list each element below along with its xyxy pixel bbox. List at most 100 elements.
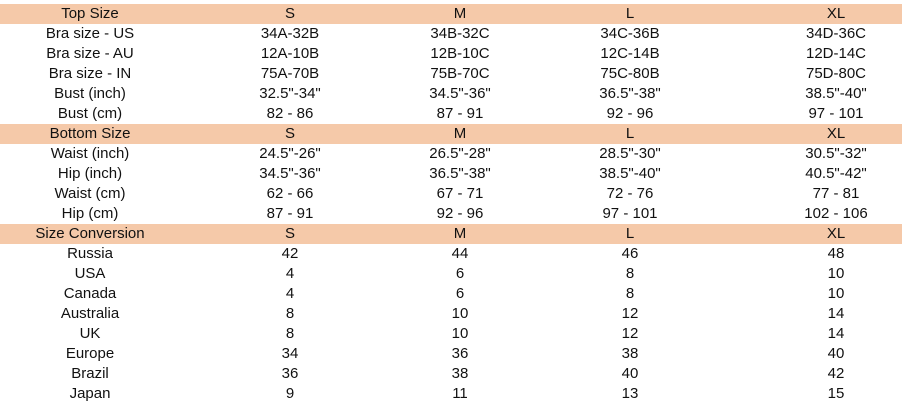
row-label: Brazil xyxy=(71,365,109,382)
table-cell: 75A-70B xyxy=(260,65,320,82)
row-label: Europe xyxy=(65,345,115,362)
table-cell: 38 xyxy=(621,345,639,362)
size-column-header: L xyxy=(625,225,635,242)
section-title: Top Size xyxy=(61,5,119,22)
table-cell: 4 xyxy=(285,265,295,282)
table-cell: 14 xyxy=(827,305,845,322)
table-cell: 34.5"-36" xyxy=(429,85,491,102)
table-cell: 34A-32B xyxy=(260,25,320,42)
table-cell: 40.5"-42" xyxy=(805,165,867,182)
row-label: UK xyxy=(79,325,101,342)
size-column-header: L xyxy=(625,5,635,22)
table-cell: 38.5"-40" xyxy=(805,85,867,102)
section-header-row: Size Conversion S M L XL xyxy=(0,224,902,244)
table-cell: 8 xyxy=(625,265,635,282)
table-cell: 8 xyxy=(285,325,295,342)
row-label: Waist (inch) xyxy=(50,145,130,162)
table-cell: 36 xyxy=(281,365,299,382)
table-row: USA 4 6 8 10 xyxy=(0,264,902,284)
section-title: Bottom Size xyxy=(49,125,131,142)
section-header-row: Top Size S M L XL xyxy=(0,4,902,24)
table-cell: 38.5"-40" xyxy=(599,165,661,182)
table-row: Waist (cm) 62 - 66 67 - 71 72 - 76 77 - 81 xyxy=(0,184,902,204)
table-row: Bra size - IN 75A-70B 75B-70C 75C-80B 75D-80… xyxy=(0,64,902,84)
table-cell: 4 xyxy=(285,285,295,302)
table-cell: 34.5"-36" xyxy=(259,165,321,182)
table-cell: 12A-10B xyxy=(260,45,320,62)
table-cell: 10 xyxy=(827,265,845,282)
table-row: Russia 42 44 46 48 xyxy=(0,244,902,264)
table-cell: 77 - 81 xyxy=(812,185,860,202)
table-row: Japan 9 11 13 15 xyxy=(0,384,902,404)
table-row: Bust (cm) 82 - 86 87 - 91 92 - 96 97 - 101 xyxy=(0,104,902,124)
size-column-header: S xyxy=(284,5,295,22)
size-column-header: XL xyxy=(826,5,846,22)
table-row: Bra size - US 34A-32B 34B-32C 34C-36B 34D-36… xyxy=(0,24,902,44)
size-column-header: M xyxy=(453,125,467,142)
table-cell: 42 xyxy=(827,365,845,382)
size-chart-table: Top Size S M L XL Bra size - US 34A-32B 34B-32C… xyxy=(0,4,902,404)
table-cell: 34D-36C xyxy=(805,25,867,42)
table-cell: 87 - 91 xyxy=(436,105,484,122)
table-row: UK 8 10 12 14 xyxy=(0,324,902,344)
table-cell: 12D-14C xyxy=(805,45,867,62)
row-label: Bra size - AU xyxy=(46,45,134,62)
row-label: Australia xyxy=(60,305,120,322)
row-label: USA xyxy=(74,265,106,282)
table-cell: 97 - 101 xyxy=(602,205,658,222)
table-cell: 40 xyxy=(621,365,639,382)
table-cell: 87 - 91 xyxy=(266,205,314,222)
table-cell: 97 - 101 xyxy=(808,105,864,122)
table-cell: 6 xyxy=(455,285,465,302)
table-cell: 40 xyxy=(827,345,845,362)
table-cell: 102 - 106 xyxy=(804,205,868,222)
row-label: Russia xyxy=(67,245,113,262)
table-cell: 28.5"-30" xyxy=(599,145,661,162)
table-cell: 12 xyxy=(621,325,639,342)
table-cell: 48 xyxy=(827,245,845,262)
table-cell: 8 xyxy=(285,305,295,322)
size-column-header: S xyxy=(284,225,295,242)
table-cell: 10 xyxy=(827,285,845,302)
table-cell: 11 xyxy=(452,385,468,402)
table-cell: 26.5"-28" xyxy=(429,145,491,162)
section-header-row: Bottom Size S M L XL xyxy=(0,124,902,144)
table-row: Bust (inch) 32.5"-34" 34.5"-36" 36.5"-38" 38… xyxy=(0,84,902,104)
table-cell: 32.5"-34" xyxy=(259,85,321,102)
table-cell: 44 xyxy=(451,245,469,262)
row-label: Bust (inch) xyxy=(54,85,126,102)
table-cell: 12 xyxy=(621,305,639,322)
table-cell: 75B-70C xyxy=(430,65,490,82)
table-cell: 34C-36B xyxy=(600,25,660,42)
section-title: Size Conversion xyxy=(35,225,145,242)
table-cell: 75D-80C xyxy=(805,65,867,82)
row-label: Hip (inch) xyxy=(57,165,123,182)
table-cell: 10 xyxy=(451,325,469,342)
row-label: Japan xyxy=(69,385,111,402)
row-label: Waist (cm) xyxy=(54,185,126,202)
table-cell: 34B-32C xyxy=(430,25,490,42)
table-cell: 24.5"-26" xyxy=(259,145,321,162)
table-cell: 14 xyxy=(827,325,845,342)
table-cell: 36.5"-38" xyxy=(599,85,661,102)
table-cell: 36.5"-38" xyxy=(429,165,491,182)
table-row: Canada 4 6 8 10 xyxy=(0,284,902,304)
table-cell: 42 xyxy=(281,245,299,262)
table-row: Waist (inch) 24.5"-26" 26.5"-28" 28.5"-30" 3… xyxy=(0,144,902,164)
table-cell: 67 - 71 xyxy=(436,185,484,202)
table-cell: 46 xyxy=(621,245,639,262)
table-row: Hip (cm) 87 - 91 92 - 96 97 - 101 102 - 106 xyxy=(0,204,902,224)
size-column-header: L xyxy=(625,125,635,142)
table-cell: 92 - 96 xyxy=(436,205,484,222)
table-cell: 34 xyxy=(281,345,299,362)
row-label: Bust (cm) xyxy=(57,105,123,122)
table-cell: 13 xyxy=(621,385,639,402)
table-cell: 72 - 76 xyxy=(606,185,654,202)
size-column-header: S xyxy=(284,125,295,142)
table-row: Brazil 36 38 40 42 xyxy=(0,364,902,384)
table-cell: 38 xyxy=(451,365,469,382)
table-cell: 82 - 86 xyxy=(266,105,314,122)
table-cell: 92 - 96 xyxy=(606,105,654,122)
table-cell: 15 xyxy=(827,385,845,402)
table-cell: 12C-14B xyxy=(600,45,660,62)
